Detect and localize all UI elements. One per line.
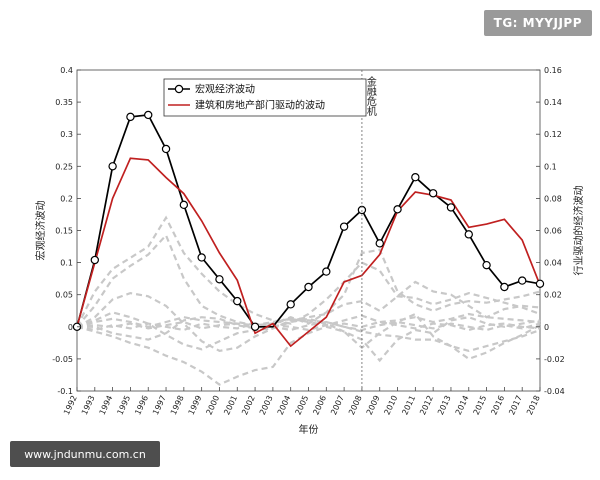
legend-box: [163, 78, 367, 117]
right-tick-label: 0: [544, 323, 549, 332]
right-tick-label: 0.04: [544, 259, 562, 268]
left-tick-label: -0.05: [52, 355, 73, 364]
left-tick-label: 0.2: [60, 194, 73, 203]
macro-data-point: [179, 200, 189, 210]
crisis-annotation: 金融危机: [364, 75, 376, 117]
left-tick-label: 0.35: [55, 98, 73, 107]
sector-series-line: [76, 312, 541, 328]
macro-data-point: [428, 189, 438, 198]
left-tick-label: 0.3: [60, 130, 73, 139]
right-tick-label: 0.02: [544, 291, 562, 300]
legend-label-macro: 宏观经济波动: [195, 83, 255, 96]
sector-series-line: [76, 233, 541, 328]
macro-data-point: [197, 253, 206, 262]
left-tick-label: -0.1: [57, 387, 73, 396]
macro-data-point: [482, 260, 491, 270]
sector-series-line: [76, 215, 541, 328]
macro-data-point: [108, 162, 117, 171]
right-tick-label: 0.14: [544, 98, 562, 107]
legend-label-construction: 建筑和房地产部门驱动的波动: [195, 99, 325, 112]
watermark-top: TG: MYYJJPP: [483, 10, 592, 36]
macro-data-point: [500, 282, 509, 292]
sector-series-line: [76, 312, 541, 386]
macro-data-point: [233, 296, 242, 306]
right-tick-label: -0.02: [544, 355, 565, 364]
left-tick-label: 0.4: [60, 66, 73, 75]
x-axis-title: 年份: [299, 423, 319, 436]
macro-data-point: [304, 282, 313, 292]
right-tick-label: 0.06: [544, 227, 562, 236]
right-tick-label: 0.16: [544, 66, 562, 75]
watermark-bottom: www.jndunmu.com.cn: [10, 441, 160, 467]
right-axis-ticks: -0.04 -0.02 0 0.02 0.04 0.06 0.08 0.1 0.12 0.14 0.…: [536, 66, 565, 396]
macro-data-point: [411, 173, 420, 182]
macro-data-point: [90, 255, 100, 265]
sector-series-group: [76, 215, 541, 386]
right-tick-label: 0.08: [544, 194, 562, 203]
left-tick-label: 0.25: [55, 162, 73, 171]
sector-series-line: [76, 280, 541, 353]
sector-series-line: [76, 320, 541, 332]
sector-series-line: [76, 311, 541, 363]
macro-data-point: [446, 203, 456, 212]
macro-data-point: [322, 267, 331, 276]
left-tick-label: 0.1: [60, 259, 73, 268]
macro-data-point: [517, 276, 527, 285]
left-axis-title: 宏观经济波动: [34, 201, 47, 261]
left-tick-label: 0: [68, 323, 73, 332]
macro-data-point: [393, 205, 402, 214]
left-tick-label: 0.15: [55, 227, 73, 236]
right-tick-label: 0.1: [544, 162, 557, 171]
macro-data-point: [144, 110, 153, 120]
macro-data-point: [250, 322, 260, 331]
right-tick-label: 0.12: [544, 130, 562, 139]
right-axis-title: 行业驱动的经济波动: [572, 186, 585, 276]
macro-data-point: [375, 239, 384, 248]
main-series-group: [72, 110, 545, 348]
legend-marker-macro: [174, 84, 184, 94]
sector-series-line: [77, 316, 541, 353]
left-tick-label: 0.05: [55, 291, 73, 300]
right-tick-label: -0.04: [544, 387, 565, 396]
macro-data-point: [215, 275, 224, 284]
macro-data-point: [339, 222, 349, 231]
macro-data-point: [126, 112, 135, 122]
macro-data-point: [464, 230, 473, 239]
macro-data-point: [286, 300, 295, 309]
construction-series-line: [76, 157, 541, 348]
macro-data-point: [535, 279, 545, 288]
macro-data-point: [161, 144, 171, 154]
left-axis-ticks: -0.1 -0.05 0 0.05 0.1 0.15 0.2 0.25 0.3 0.35 0.4: [52, 66, 81, 396]
legend: 宏观经济波动 建筑和房地产部门驱动的波动: [163, 78, 367, 117]
sector-series-line: [76, 320, 541, 332]
